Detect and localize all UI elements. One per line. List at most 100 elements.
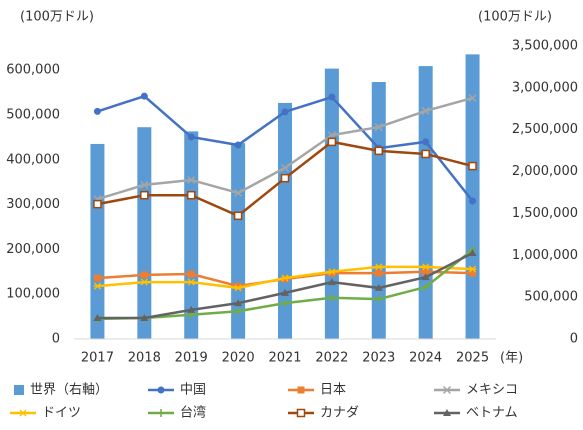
x-tick-label: 2022 [315, 351, 348, 366]
marker [140, 278, 149, 286]
legend-item: メキシコ [434, 383, 518, 398]
legend-label: メキシコ [466, 383, 518, 398]
bar [137, 127, 152, 340]
marker [327, 278, 336, 286]
marker [186, 190, 196, 200]
marker [421, 273, 430, 281]
legend-item: ベトナム [434, 406, 518, 421]
marker [280, 173, 290, 183]
y-tick-label: 600,000 [6, 63, 60, 78]
legend-item: ドイツ [10, 406, 81, 421]
marker [374, 123, 383, 132]
legend-label: 台湾 [180, 405, 206, 421]
legend-item: カナダ [288, 406, 359, 421]
marker [296, 408, 306, 418]
marker [374, 146, 384, 156]
marker [374, 283, 383, 291]
legend-label: ベトナム [466, 406, 518, 421]
x-tick-label: 2024 [409, 351, 442, 366]
marker [469, 197, 477, 205]
marker [281, 108, 289, 116]
marker [374, 263, 383, 271]
marker [234, 188, 243, 197]
marker [327, 293, 336, 302]
y2-axis-label: (100万ドル) [478, 10, 552, 25]
y-tick-label: 200,000 [6, 242, 60, 257]
marker [281, 299, 289, 308]
x-tick-label: 2025 [456, 351, 489, 366]
marker [234, 284, 243, 292]
y-tick-label: 500,000 [6, 107, 60, 122]
y2-tick-label: 1,500,000 [512, 206, 578, 221]
marker [375, 269, 383, 277]
y-tick-label: 400,000 [6, 152, 60, 167]
marker [140, 190, 149, 200]
y2-tick-label: 2,500,000 [512, 122, 578, 137]
bar [90, 143, 105, 339]
marker [187, 278, 196, 286]
marker [93, 313, 102, 321]
legend-label: 日本 [320, 383, 346, 398]
marker [327, 131, 336, 140]
x-tick-label: 2017 [81, 351, 114, 366]
marker [281, 288, 289, 296]
marker [140, 313, 149, 321]
legend-item: 中国 [148, 383, 206, 398]
marker [327, 268, 336, 276]
marker [468, 161, 477, 171]
marker [422, 268, 430, 276]
marker [140, 180, 149, 189]
marker [234, 299, 243, 307]
legend-label: カナダ [320, 406, 359, 421]
y-tick-label: 0 [52, 332, 60, 347]
x-tick-label: 2018 [128, 351, 161, 366]
legend-swatch [14, 385, 24, 395]
marker [468, 265, 477, 273]
y2-tick-label: 3,500,000 [512, 39, 578, 54]
legend-label: ドイツ [42, 406, 81, 421]
marker [422, 138, 430, 146]
marker [328, 93, 336, 101]
marker [187, 133, 195, 141]
marker [187, 305, 196, 313]
legend-item: 台湾 [148, 405, 206, 421]
marker [234, 307, 243, 316]
marker [421, 106, 430, 115]
x-tick-label: 2019 [175, 351, 208, 366]
y-axis-label: (100万ドル) [20, 10, 94, 25]
legend-label: 中国 [180, 383, 206, 398]
marker [468, 93, 477, 102]
x-axis-unit: (年) [500, 351, 523, 366]
y2-tick-label: 0 [570, 332, 578, 347]
x-tick-label: 2020 [222, 351, 255, 366]
marker [187, 270, 195, 278]
marker [421, 283, 430, 292]
marker [93, 107, 101, 115]
legend-item: 世界（右軸） [14, 383, 108, 398]
marker [468, 248, 477, 256]
marker [140, 92, 148, 100]
y2-tick-label: 1,000,000 [512, 248, 578, 263]
marker [328, 269, 336, 277]
marker [469, 269, 477, 277]
marker [327, 137, 337, 147]
marker [421, 149, 430, 159]
bar [418, 66, 433, 339]
marker [421, 263, 430, 271]
y2-tick-label: 3,000,000 [512, 80, 578, 95]
y-tick-label: 100,000 [6, 287, 60, 302]
marker [157, 386, 165, 394]
marker [443, 409, 451, 416]
marker [140, 271, 148, 279]
legend-label: 世界（右軸） [30, 383, 108, 398]
marker [442, 385, 452, 395]
marker [93, 199, 102, 209]
x-tick-label: 2021 [268, 351, 301, 366]
y2-tick-label: 2,000,000 [512, 164, 578, 179]
x-tick-label: 2023 [362, 351, 395, 366]
marker [93, 274, 101, 282]
marker [233, 211, 243, 221]
marker [19, 409, 27, 417]
marker [281, 274, 289, 282]
